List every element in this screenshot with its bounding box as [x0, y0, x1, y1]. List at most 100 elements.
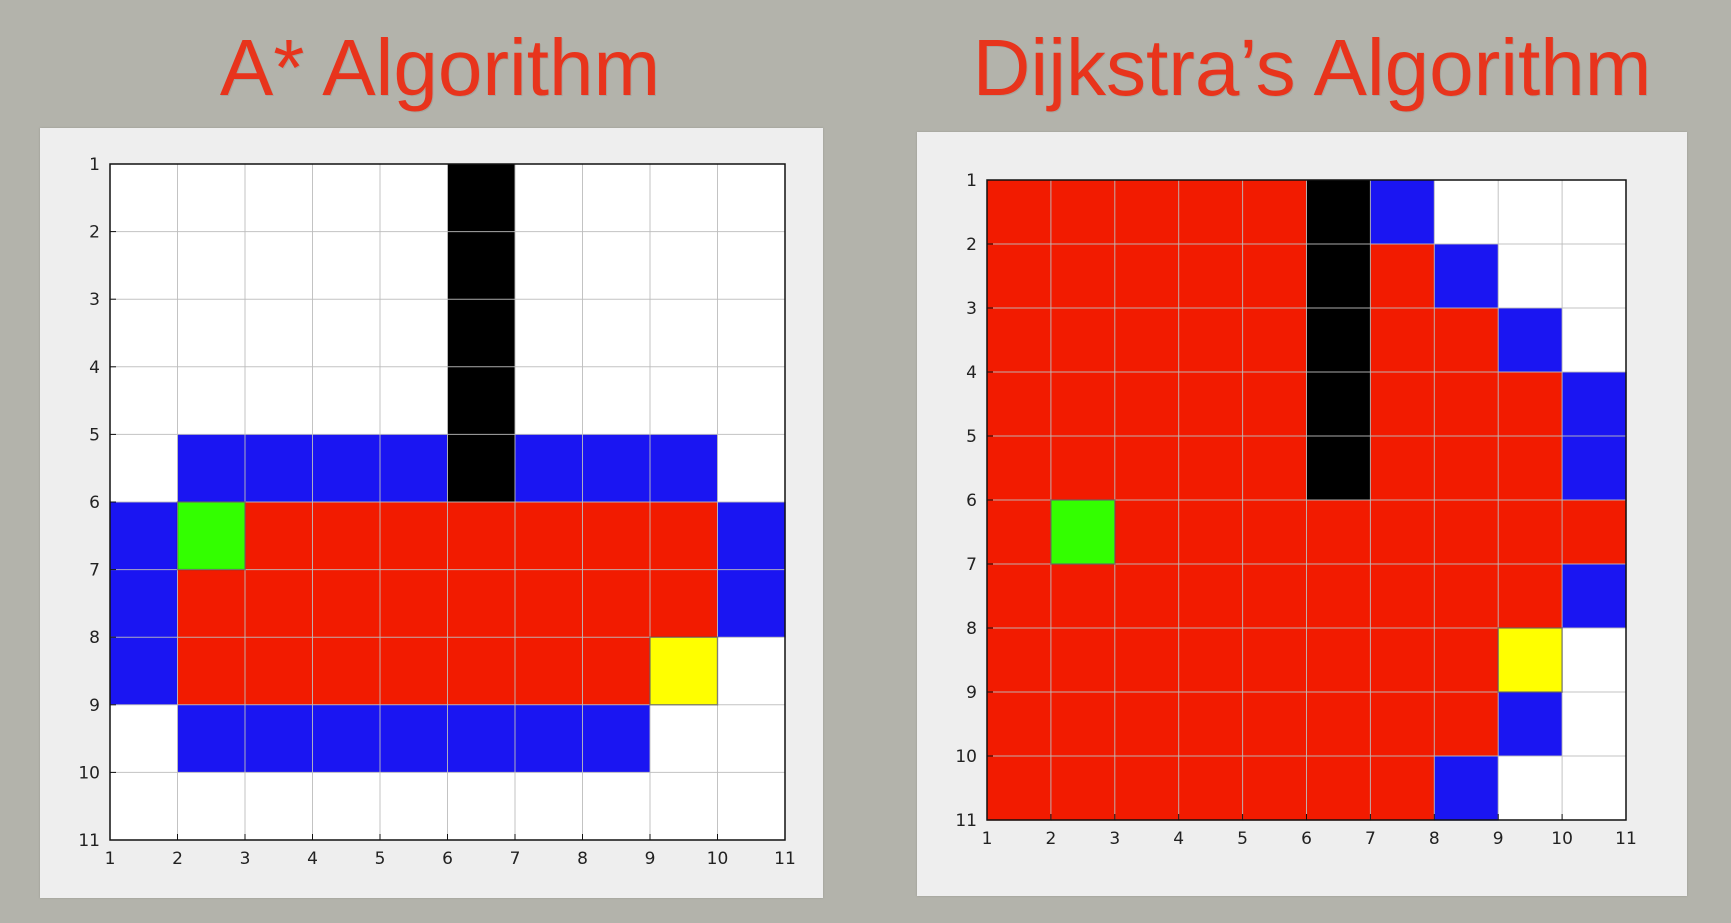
- cell-visited: [987, 756, 1052, 821]
- y-tick-label: 8: [89, 628, 100, 648]
- cell-visited: [1178, 372, 1244, 437]
- cell-wall: [1306, 436, 1371, 501]
- x-tick-label: 7: [510, 849, 521, 869]
- y-tick-label: 2: [89, 223, 100, 243]
- cell-free: [717, 637, 786, 706]
- cell-frontier: [1434, 756, 1499, 821]
- cell-free: [110, 434, 179, 503]
- x-tick-label: 5: [1237, 829, 1248, 849]
- y-tick-label: 5: [89, 425, 100, 445]
- cell-wall: [1306, 244, 1371, 309]
- cell-visited: [245, 637, 314, 706]
- cell-free: [515, 231, 584, 300]
- cell-visited: [987, 500, 1052, 565]
- x-tick-label: 6: [442, 849, 453, 869]
- cell-visited: [1306, 692, 1371, 757]
- cell-frontier: [582, 704, 651, 773]
- cell-visited: [987, 308, 1052, 373]
- cell-visited: [1242, 692, 1308, 757]
- cell-visited: [1050, 628, 1116, 693]
- cell-free: [110, 231, 179, 300]
- cell-free: [582, 164, 651, 233]
- cell-visited: [1242, 180, 1308, 245]
- cell-free: [515, 299, 584, 368]
- astar-panel: 1 2 3 4 5 6 7 8 9 10 11 1 2 3 4 5 6 7 8 9 10 11: [40, 128, 823, 898]
- cell-visited: [1114, 308, 1180, 373]
- cell-frontier: [177, 434, 246, 503]
- cell-visited: [1178, 180, 1244, 245]
- y-tick-label: 10: [78, 763, 100, 783]
- cell-free: [110, 366, 179, 435]
- cell-wall: [447, 164, 516, 233]
- cell-visited: [1434, 500, 1499, 565]
- cell-free: [380, 299, 449, 368]
- cell-free: [380, 366, 449, 435]
- cell-frontier: [650, 434, 719, 503]
- cell-free: [380, 772, 449, 841]
- cell-free: [245, 366, 314, 435]
- cell-free: [1562, 628, 1627, 693]
- cell-visited: [1242, 244, 1308, 309]
- cell-free: [312, 231, 381, 300]
- cell-visited: [1370, 244, 1435, 309]
- cell-frontier: [245, 434, 314, 503]
- cell-visited: [1050, 244, 1116, 309]
- cell-visited: [1370, 692, 1435, 757]
- cell-visited: [987, 244, 1052, 309]
- cell-visited: [650, 502, 719, 571]
- y-tick-label: 11: [78, 831, 100, 851]
- cell-frontier: [717, 502, 786, 571]
- cell-visited: [1242, 628, 1308, 693]
- x-tick-label: 10: [707, 849, 729, 869]
- cell-visited: [515, 637, 584, 706]
- x-tick-label: 8: [1429, 829, 1440, 849]
- cell-visited: [1242, 564, 1308, 629]
- cell-free: [515, 366, 584, 435]
- cell-free: [177, 366, 246, 435]
- cell-visited: [1114, 436, 1180, 501]
- y-tick-label: 3: [966, 299, 977, 319]
- cell-free: [582, 231, 651, 300]
- cell-free: [110, 164, 179, 233]
- x-tick-label: 1: [105, 849, 116, 869]
- cell-frontier: [110, 637, 179, 706]
- cell-visited: [582, 502, 651, 571]
- x-tick-label: 11: [1615, 829, 1637, 849]
- x-tick-label: 3: [1109, 829, 1120, 849]
- y-tick-label: 5: [966, 427, 977, 447]
- cell-outline-start: [1050, 499, 1116, 565]
- cell-visited: [380, 569, 449, 638]
- cell-frontier: [110, 569, 179, 638]
- cell-wall: [1306, 180, 1371, 245]
- cell-visited: [1178, 436, 1244, 501]
- cell-visited: [515, 569, 584, 638]
- x-tick-label: 11: [774, 849, 796, 869]
- cell-visited: [582, 569, 651, 638]
- cell-visited: [1178, 756, 1244, 821]
- cell-visited: [1434, 436, 1499, 501]
- cell-visited: [1562, 500, 1627, 565]
- cell-visited: [1114, 564, 1180, 629]
- y-tick-label: 9: [966, 683, 977, 703]
- y-tick-label: 6: [89, 493, 100, 513]
- x-tick-label: 9: [645, 849, 656, 869]
- y-tick-label: 10: [955, 747, 977, 767]
- cell-free: [1562, 756, 1627, 821]
- cell-visited: [1050, 308, 1116, 373]
- cell-free: [1562, 308, 1627, 373]
- cell-wall: [447, 299, 516, 368]
- cell-free: [177, 231, 246, 300]
- cell-visited: [1178, 564, 1244, 629]
- cell-visited: [245, 569, 314, 638]
- cell-visited: [1178, 500, 1244, 565]
- cell-frontier: [312, 434, 381, 503]
- cell-free: [1498, 180, 1563, 245]
- cell-free: [245, 772, 314, 841]
- cell-frontier: [1562, 436, 1627, 501]
- cell-visited: [177, 637, 246, 706]
- cell-free: [1562, 180, 1627, 245]
- cell-free: [582, 299, 651, 368]
- x-tick-label: 2: [1045, 829, 1056, 849]
